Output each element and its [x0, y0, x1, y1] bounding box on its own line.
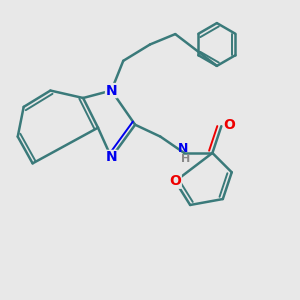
Text: N: N [106, 84, 117, 98]
Text: O: O [169, 174, 181, 188]
Text: H: H [181, 154, 190, 164]
Text: N: N [106, 150, 117, 164]
Text: N: N [178, 142, 188, 155]
Text: O: O [224, 118, 236, 132]
